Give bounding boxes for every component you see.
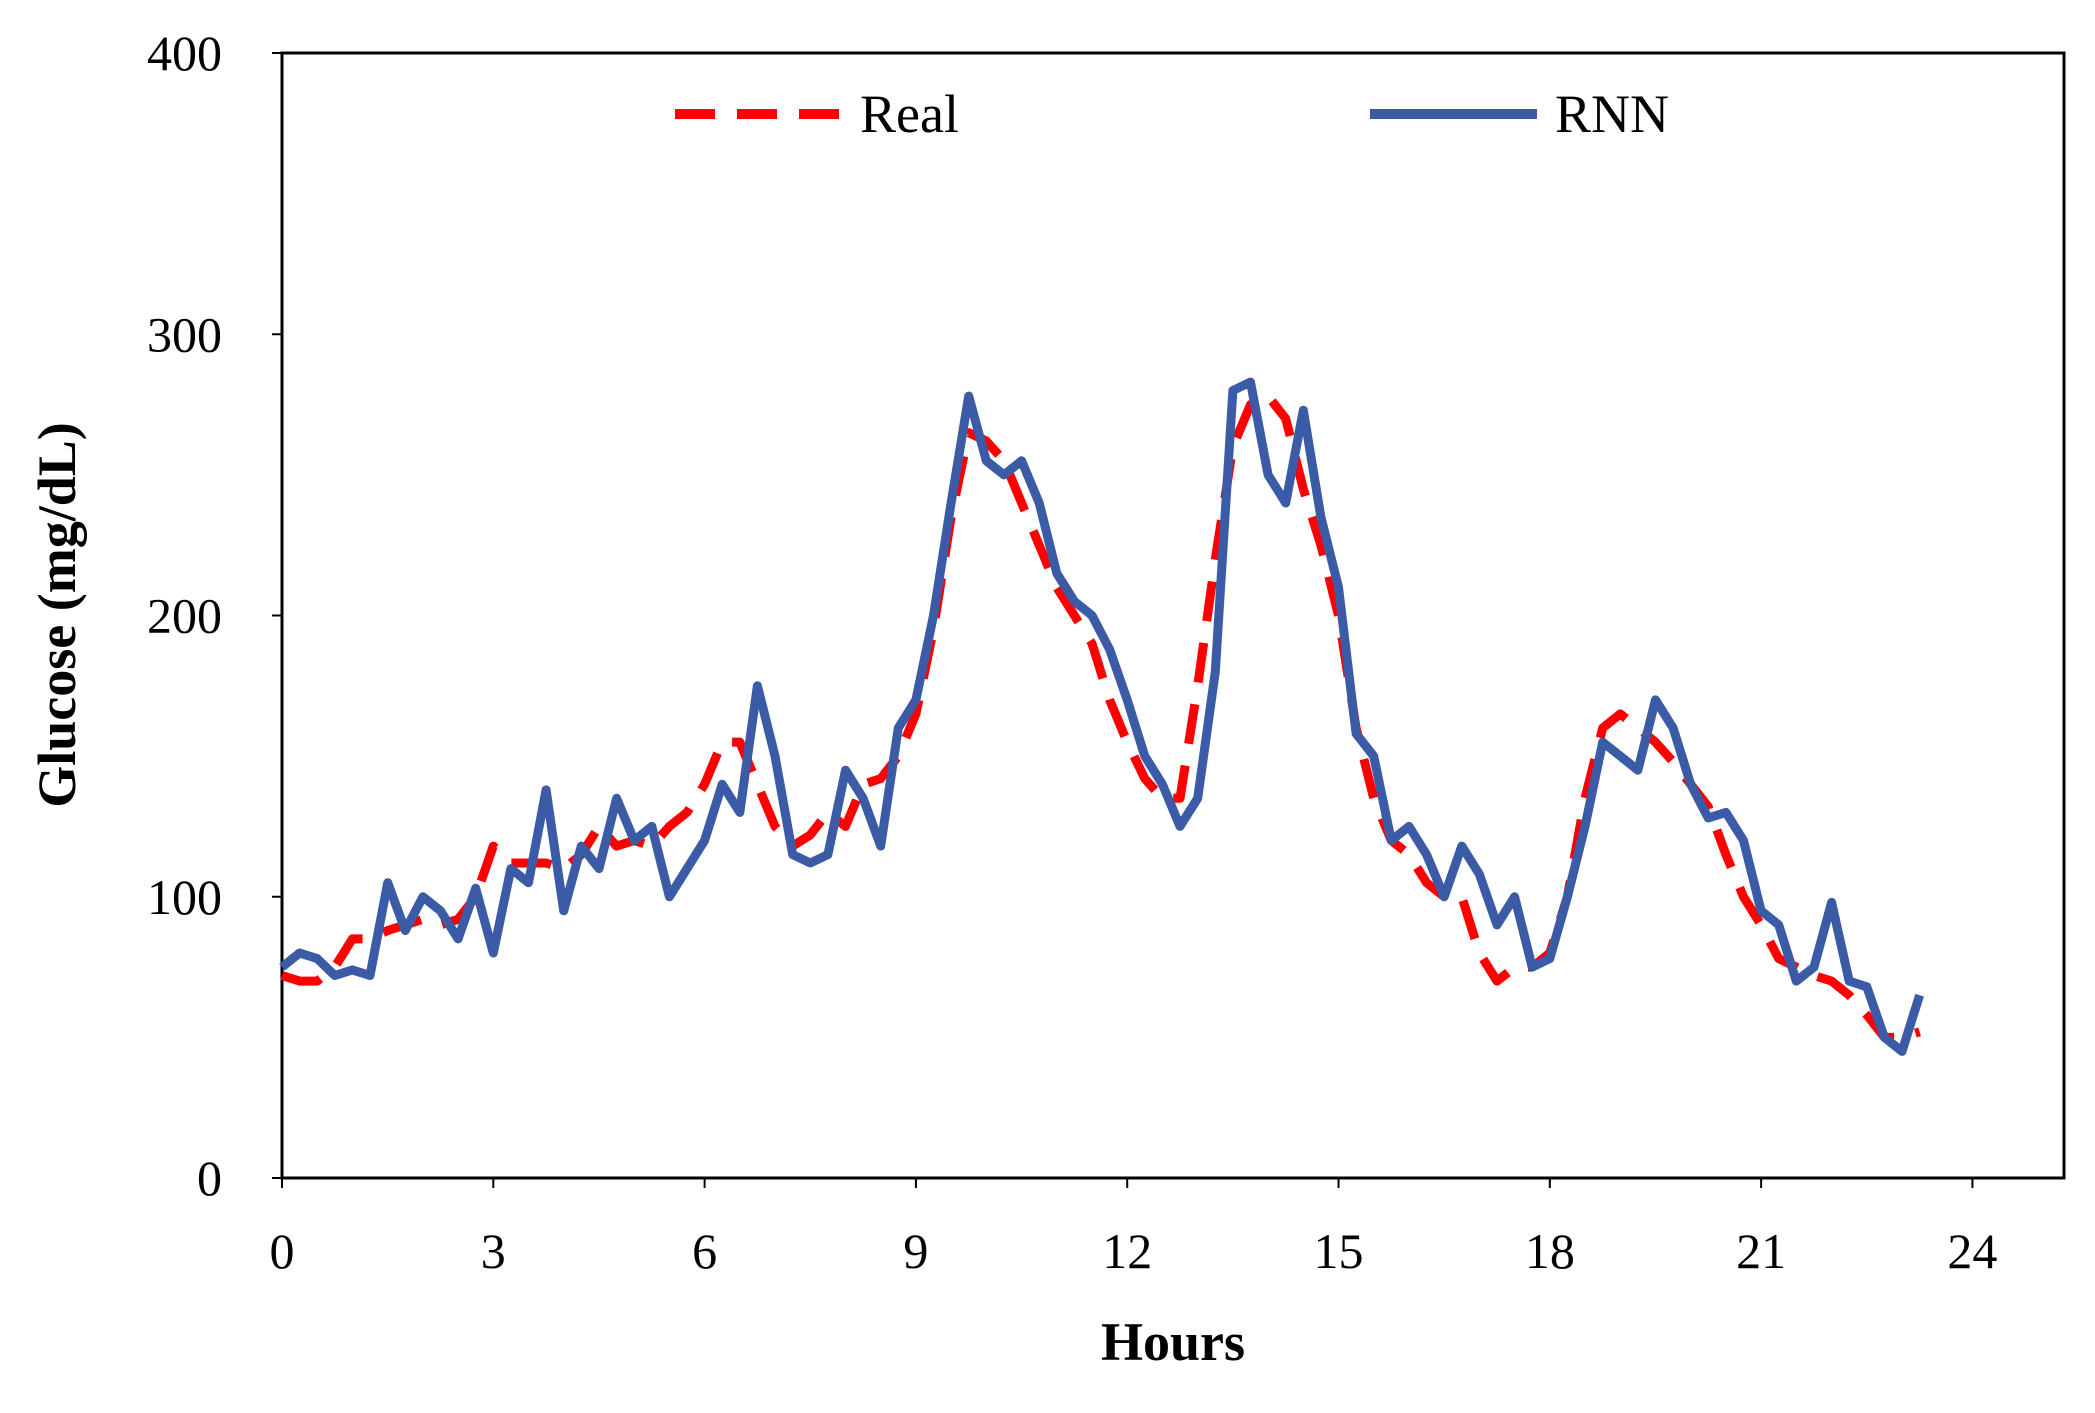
x-tick-label: 0 xyxy=(270,1223,295,1279)
x-tick-label: 15 xyxy=(1314,1223,1364,1279)
plot-frame xyxy=(280,51,2066,1180)
x-tick-label: 24 xyxy=(1947,1223,1997,1279)
y-tick-label: 100 xyxy=(147,869,222,925)
y-tick-label: 0 xyxy=(197,1150,222,1206)
x-axis-title: Hours xyxy=(1101,1312,1245,1372)
x-tick-label: 6 xyxy=(692,1223,717,1279)
y-tick-label: 300 xyxy=(147,306,222,362)
legend-label: Real xyxy=(860,84,959,144)
x-tick-label: 18 xyxy=(1525,1223,1575,1279)
y-axis-title: Glucose (mg/dL) xyxy=(27,422,87,808)
y-tick-label: 400 xyxy=(147,25,222,81)
line-series xyxy=(280,391,1921,1042)
x-tick-label: 9 xyxy=(903,1223,928,1279)
y-tick-label: 200 xyxy=(147,588,222,644)
line-series xyxy=(279,377,1924,1056)
x-tick-label: 3 xyxy=(481,1223,506,1279)
x-tick-label: 21 xyxy=(1736,1223,1786,1279)
x-tick-label: 12 xyxy=(1102,1223,1152,1279)
legend-label: RNN xyxy=(1555,84,1669,144)
